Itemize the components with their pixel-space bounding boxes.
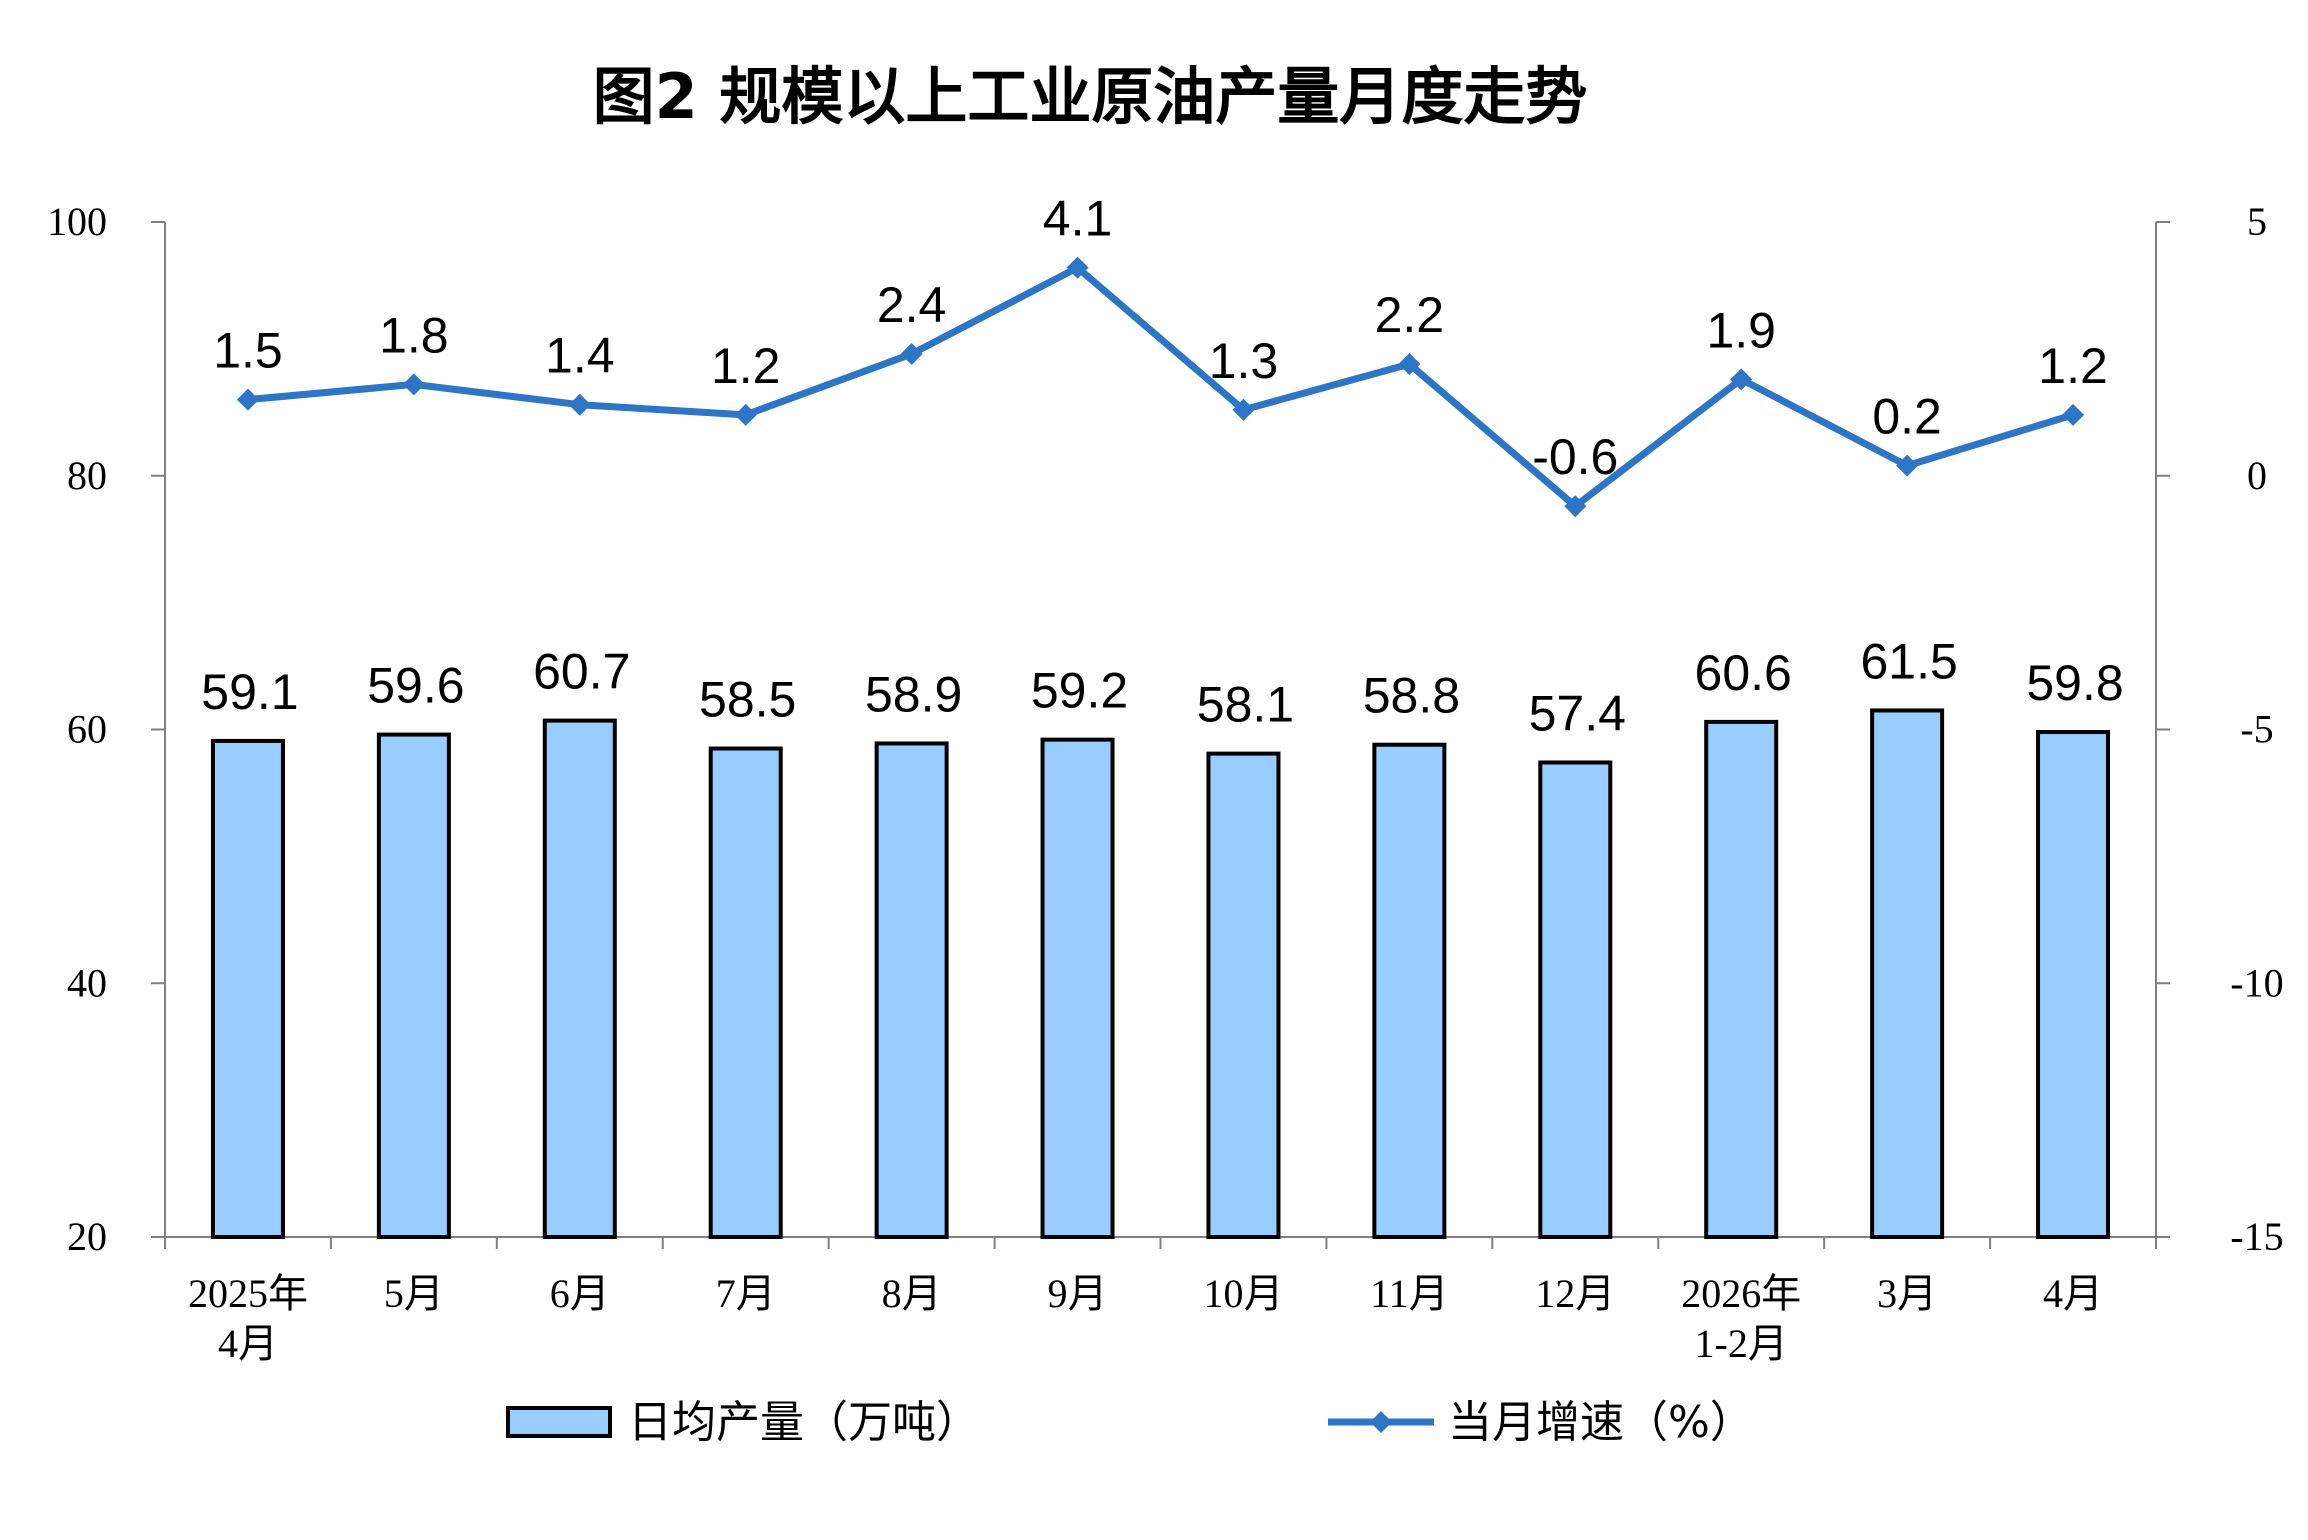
- right-tick-label: -10: [2230, 960, 2283, 1005]
- line-value-label: 2.4: [877, 277, 947, 333]
- x-tick-label: 4月: [218, 1321, 278, 1366]
- chart-title: 图2 规模以上工业原油产量月度走势: [593, 60, 1588, 133]
- line-value-label: 1.2: [2038, 338, 2108, 394]
- legend: 日均产量（万吨） 当月增速（%）: [506, 1397, 1754, 1448]
- bar-value-label: 59.1: [201, 664, 298, 720]
- x-tick-label: 3月: [1877, 1271, 1937, 1316]
- x-tick-label: 9月: [1048, 1271, 1108, 1316]
- growth-line: [247, 264, 2075, 510]
- left-tick-label: 80: [67, 453, 107, 498]
- bar: [1870, 708, 1945, 1239]
- x-tick-label: 10月: [1203, 1271, 1283, 1316]
- bar-value-label: 61.5: [1860, 633, 1957, 689]
- bar-value-label: 60.7: [533, 644, 630, 700]
- bar: [376, 732, 451, 1239]
- line-value-label: 0.2: [1872, 389, 1942, 445]
- line-point-marker: [900, 342, 923, 365]
- line-point-marker: [1066, 256, 1089, 279]
- bar-value-label: 58.1: [1197, 677, 1294, 733]
- line-value-label: 1.4: [545, 328, 615, 384]
- line-point-marker: [1398, 353, 1421, 376]
- bar-value-label: 57.4: [1529, 685, 1626, 741]
- bar: [1704, 719, 1779, 1239]
- bar-value-label: 58.8: [1363, 668, 1460, 724]
- line-value-label: 1.3: [1209, 333, 1279, 389]
- bar: [210, 738, 285, 1239]
- bar-value-label: 60.6: [1695, 645, 1792, 701]
- line-point-marker: [1896, 454, 1919, 477]
- line-value-label: 1.8: [379, 307, 449, 363]
- bar: [874, 741, 949, 1239]
- legend-line-marker: [1370, 1411, 1392, 1433]
- bar-value-label: 58.5: [699, 672, 796, 728]
- right-tick-label: 5: [2247, 199, 2267, 244]
- x-tick-label: 1-2月: [1695, 1321, 1788, 1366]
- line-point-marker: [2062, 403, 2085, 426]
- x-tick-label: 2026年: [1681, 1271, 1801, 1316]
- bar-value-label: 59.6: [367, 658, 464, 714]
- x-tick-label: 7月: [716, 1271, 776, 1316]
- x-tick-label: 5月: [384, 1271, 444, 1316]
- line-point-marker: [568, 393, 591, 416]
- line-value-label: 1.9: [1706, 302, 1776, 358]
- line-point-marker: [1232, 398, 1255, 421]
- x-tick-label: 12月: [1535, 1271, 1615, 1316]
- plot-area: 20 40 60 80 100 -15 -10 -5 0 5 2025年 4月 5月 6月 7月 8月 9月 10…: [47, 191, 2284, 1366]
- bar: [2036, 730, 2111, 1239]
- x-tick-label: 11月: [1370, 1271, 1449, 1316]
- legend-bar-label: 日均产量（万吨）: [628, 1397, 980, 1448]
- left-tick-label: 100: [47, 199, 107, 244]
- line-value-label: 1.5: [213, 323, 283, 379]
- line-value-label: 2.2: [1375, 287, 1445, 343]
- right-tick-label: -15: [2230, 1214, 2283, 1259]
- legend-bar-swatch: [506, 1406, 612, 1438]
- line-point-marker: [1564, 495, 1587, 518]
- legend-line-label: 当月增速（%）: [1448, 1397, 1754, 1448]
- left-tick-label: 60: [67, 707, 107, 752]
- x-tick-label: 4月: [2043, 1271, 2103, 1316]
- left-tick-label: 40: [67, 960, 107, 1005]
- line-value-label: -0.6: [1532, 429, 1618, 485]
- bar: [542, 718, 617, 1239]
- bar: [1040, 737, 1115, 1240]
- line-point-marker: [734, 403, 757, 426]
- bar: [1538, 760, 1613, 1239]
- bar: [708, 746, 783, 1239]
- bar: [1206, 751, 1281, 1239]
- left-tick-label: 20: [67, 1214, 107, 1259]
- right-tick-label: -5: [2240, 707, 2273, 752]
- line-point-marker: [402, 373, 425, 396]
- x-tick-label: 2025年: [188, 1271, 308, 1316]
- bar-value-label: 59.2: [1031, 663, 1128, 719]
- line-point-marker: [236, 388, 259, 411]
- bar-value-label: 59.8: [2026, 655, 2123, 711]
- bar: [1372, 742, 1447, 1239]
- right-tick-label: 0: [2247, 453, 2267, 498]
- x-tick-label: 8月: [882, 1271, 942, 1316]
- x-tick-label: 6月: [550, 1271, 610, 1316]
- line-value-label: 1.2: [711, 338, 781, 394]
- line-value-label: 4.1: [1043, 191, 1113, 247]
- line-point-marker: [1730, 368, 1753, 391]
- bar-value-label: 58.9: [865, 666, 962, 722]
